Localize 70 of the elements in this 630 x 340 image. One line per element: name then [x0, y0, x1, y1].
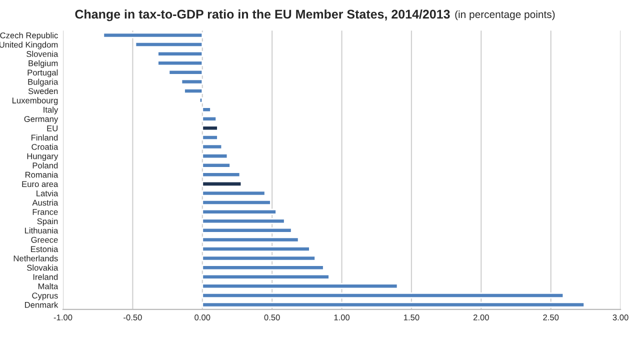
bar [184, 88, 204, 94]
y-tick-label: Hungary [27, 153, 58, 161]
bar [157, 60, 204, 66]
y-tick-label: Slovakia [27, 264, 58, 271]
y-tick-label: Italy [44, 106, 58, 114]
bar [202, 162, 231, 168]
bar [157, 50, 204, 57]
bar [202, 125, 218, 132]
y-tick-label: Spain [37, 218, 58, 226]
y-tick-label: Ireland [33, 274, 58, 280]
bar [202, 255, 316, 262]
bar [202, 264, 324, 271]
bar [202, 246, 310, 252]
bar [202, 172, 241, 178]
y-tick-label: France [32, 209, 58, 215]
y-tick-label: Lithuania [25, 227, 58, 234]
bar [198, 97, 204, 104]
y-tick-label: Euro area [22, 181, 58, 188]
bar [102, 32, 204, 38]
x-tick-label: 0.50 [264, 314, 280, 320]
y-tick-label: EU [47, 125, 58, 132]
bar [202, 227, 292, 234]
y-tick-label: Czech Republic [0, 32, 58, 40]
y-tick-label: Germany [24, 116, 58, 124]
bar [202, 236, 300, 243]
bar [168, 69, 204, 76]
bar [202, 106, 212, 113]
bar [180, 78, 204, 85]
y-tick-label: Romania [25, 172, 58, 178]
y-tick-label: Finland [31, 134, 58, 141]
bar [202, 218, 286, 224]
y-tick-label: Malta [38, 283, 58, 290]
bar [202, 144, 223, 150]
bar [202, 190, 266, 196]
bar [202, 116, 218, 122]
y-tick-label: Bulgaria [28, 78, 58, 86]
chart-subtitle: (in percentage points) [455, 10, 555, 20]
y-tick-label: Belgium [28, 60, 58, 68]
bar [202, 200, 272, 206]
bar [202, 208, 277, 215]
bar [202, 180, 242, 187]
y-tick-label: Greece [31, 236, 58, 243]
bar [202, 134, 218, 140]
y-tick-label: Croatia [32, 144, 58, 150]
y-tick-label: Denmark [25, 302, 58, 308]
x-tick-label: 0.00 [194, 314, 210, 320]
bar [202, 283, 398, 290]
y-tick-label: Sweden [28, 88, 58, 94]
y-tick-label: Netherlands [14, 255, 58, 262]
y-tick-label: Portugal [28, 69, 58, 78]
x-tick-label: -1.00 [54, 314, 72, 320]
y-tick-label: Poland [32, 162, 58, 168]
bar [202, 153, 228, 160]
x-tick-label: -0.50 [124, 314, 142, 320]
bar [202, 302, 586, 308]
y-tick-label: Slovenia [26, 50, 58, 57]
bar [134, 42, 204, 48]
chart-title: Change in tax-to-GDP ratio in the EU Member States, 2014/2013 [75, 9, 450, 22]
y-tick-label: Cyprus [32, 292, 58, 300]
x-tick-label: 2.50 [543, 314, 559, 320]
x-tick-label: 1.50 [404, 314, 420, 320]
bar [202, 292, 564, 298]
y-tick-label: Austria [32, 200, 58, 206]
y-tick-label: Luxembourg [12, 97, 58, 106]
bar [202, 274, 330, 280]
y-tick-label: Estonia [31, 246, 58, 252]
x-tick-label: 3.00 [612, 314, 628, 320]
x-tick-label: 2.00 [473, 314, 489, 320]
y-tick-label: Latvia [36, 190, 58, 196]
x-tick-label: 1.00 [334, 314, 350, 320]
